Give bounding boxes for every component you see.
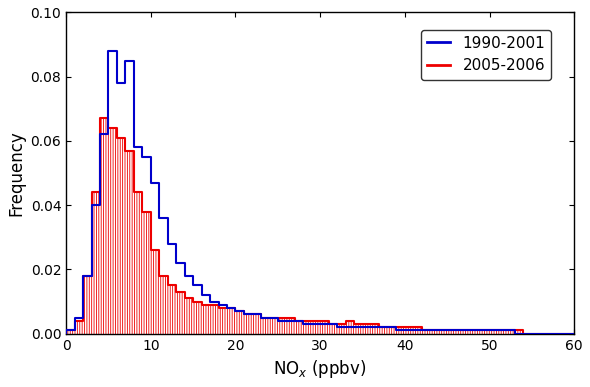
Bar	[320, 321, 329, 334]
Bar	[295, 321, 303, 334]
Y-axis label: Frequency: Frequency	[7, 130, 25, 216]
Bar	[227, 308, 235, 334]
Legend: 1990-2001, 2005-2006: 1990-2001, 2005-2006	[421, 30, 552, 80]
Bar	[498, 330, 506, 334]
Bar	[66, 330, 74, 334]
Bar	[218, 308, 227, 334]
Bar	[430, 330, 439, 334]
Bar	[515, 330, 523, 334]
Bar	[473, 330, 481, 334]
Bar	[235, 311, 244, 334]
Bar	[151, 250, 159, 334]
Bar	[202, 305, 210, 334]
Bar	[286, 318, 295, 334]
Bar	[464, 330, 473, 334]
Bar	[405, 327, 414, 334]
Bar	[329, 324, 337, 334]
Bar	[270, 318, 278, 334]
Bar	[126, 151, 134, 334]
Bar	[439, 330, 447, 334]
Bar	[362, 324, 371, 334]
Bar	[379, 327, 388, 334]
Bar	[490, 330, 498, 334]
Bar	[100, 118, 109, 334]
Bar	[481, 330, 490, 334]
Bar	[83, 276, 91, 334]
Bar	[244, 314, 253, 334]
Bar	[210, 305, 218, 334]
Bar	[312, 321, 320, 334]
Bar	[74, 321, 83, 334]
Bar	[388, 327, 396, 334]
Bar	[142, 212, 151, 334]
Bar	[109, 128, 117, 334]
Bar	[414, 327, 422, 334]
Bar	[455, 330, 464, 334]
Bar	[168, 286, 176, 334]
Bar	[506, 330, 515, 334]
Bar	[185, 298, 193, 334]
Bar	[371, 324, 379, 334]
Bar	[337, 324, 346, 334]
Bar	[91, 192, 100, 334]
Bar	[159, 276, 168, 334]
Bar	[303, 321, 312, 334]
Bar	[261, 318, 270, 334]
Bar	[193, 301, 202, 334]
Bar	[117, 138, 126, 334]
Bar	[396, 327, 405, 334]
Bar	[346, 321, 354, 334]
Bar	[447, 330, 455, 334]
Bar	[176, 292, 185, 334]
X-axis label: NO$_x$ (ppbv): NO$_x$ (ppbv)	[273, 358, 367, 380]
Bar	[253, 314, 261, 334]
Bar	[134, 192, 142, 334]
Bar	[354, 324, 362, 334]
Bar	[278, 318, 286, 334]
Bar	[422, 330, 430, 334]
